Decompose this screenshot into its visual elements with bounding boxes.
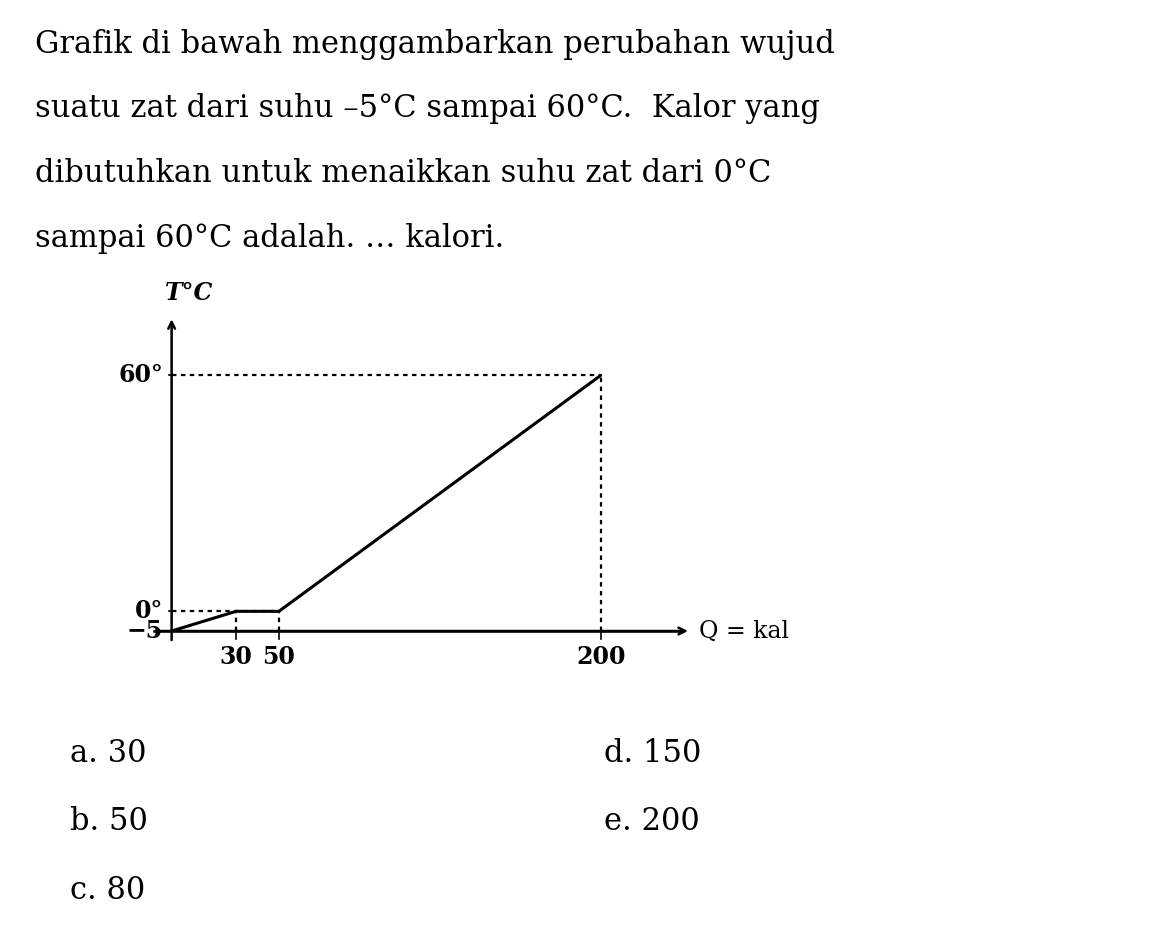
Text: Q = kal: Q = kal	[700, 620, 789, 643]
Text: sampai 60°C adalah. … kalori.: sampai 60°C adalah. … kalori.	[35, 223, 504, 254]
Text: T°C: T°C	[165, 281, 214, 305]
Text: dibutuhkan untuk menaikkan suhu zat dari 0°C: dibutuhkan untuk menaikkan suhu zat dari…	[35, 158, 772, 189]
Text: −5: −5	[127, 619, 163, 643]
Text: 30: 30	[220, 645, 252, 668]
Text: a. 30: a. 30	[70, 738, 146, 769]
Text: d. 150: d. 150	[604, 738, 702, 769]
Text: 200: 200	[576, 645, 625, 668]
Text: 60°: 60°	[119, 364, 163, 387]
Text: e. 200: e. 200	[604, 806, 700, 838]
Text: Grafik di bawah menggambarkan perubahan wujud: Grafik di bawah menggambarkan perubahan …	[35, 29, 834, 60]
Text: c. 80: c. 80	[70, 875, 145, 906]
Text: b. 50: b. 50	[70, 806, 148, 838]
Text: 50: 50	[263, 645, 295, 668]
Text: suatu zat dari suhu –5°C sampai 60°C.  Kalor yang: suatu zat dari suhu –5°C sampai 60°C. Ka…	[35, 93, 819, 125]
Text: 0°: 0°	[135, 600, 163, 624]
